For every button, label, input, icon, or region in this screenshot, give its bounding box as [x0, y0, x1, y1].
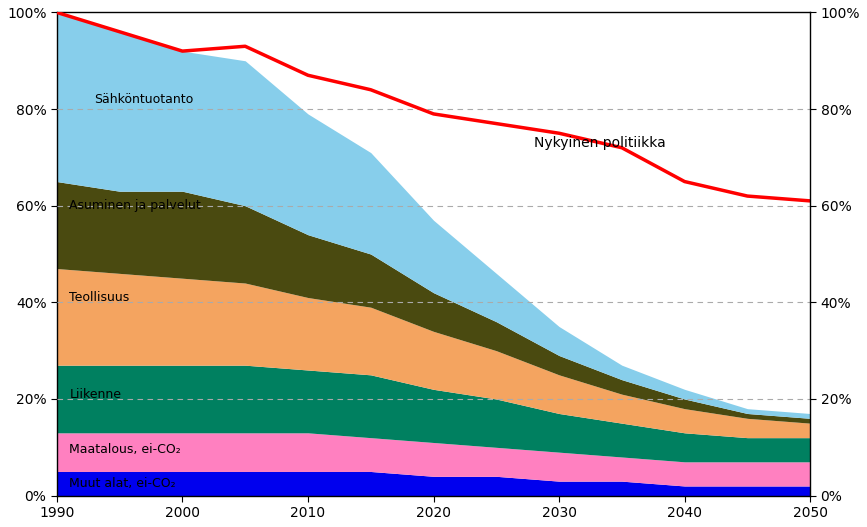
Text: Asuminen ja palvelut: Asuminen ja palvelut: [69, 199, 201, 212]
Text: Liikenne: Liikenne: [69, 388, 121, 401]
Text: Teollisuus: Teollisuus: [69, 291, 130, 304]
Text: Muut alat, ei-CO₂: Muut alat, ei-CO₂: [69, 477, 176, 490]
Text: Maatalous, ei-CO₂: Maatalous, ei-CO₂: [69, 443, 181, 456]
Text: Sähköntuotanto: Sähköntuotanto: [95, 93, 194, 106]
Text: Nykyinen politiikka: Nykyinen politiikka: [534, 136, 666, 150]
